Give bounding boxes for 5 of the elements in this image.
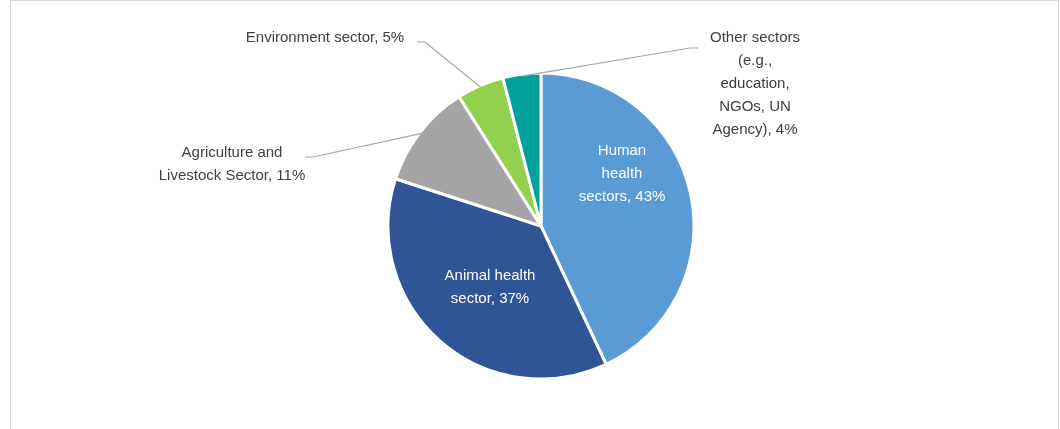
slice-label: Animal health sector, 37% [444,266,536,306]
slice-label: Other sectors (e.g., education, NGOs, UN Agency), 4% [709,28,801,137]
slice-label: Human health sectors, 43% [578,141,666,204]
slice-label: Agriculture and Livestock Sector, 11% [158,143,306,183]
slice-label: Environment sector, 5% [245,28,405,45]
